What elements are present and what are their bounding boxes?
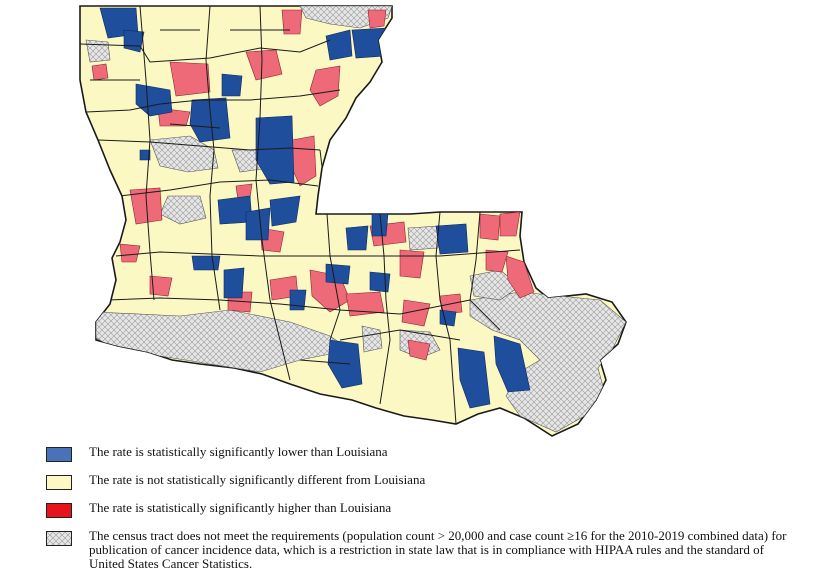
parish-boundaries [80,6,521,425]
legend-item-not-different: The rate is not statistically significan… [46,473,425,490]
legend-swatch-lower [46,447,72,462]
legend-item-lower: The rate is statistically significantly … [46,445,388,462]
legend-label-higher: The rate is statistically significantly … [89,500,392,515]
legend-item-not-published: The census tract does not meet the requi… [46,529,789,571]
legend-label-not-published: The census tract does not meet the requi… [89,528,787,571]
legend-item-higher: The rate is statistically significantly … [46,501,391,518]
legend-swatch-not-published [46,531,72,546]
legend-swatch-higher [46,503,72,518]
louisiana-map [79,5,627,437]
legend-swatch-not-different [46,475,72,490]
legend-label-lower: The rate is statistically significantly … [89,444,388,459]
legend-label-not-different: The rate is not statistically significan… [89,472,426,487]
